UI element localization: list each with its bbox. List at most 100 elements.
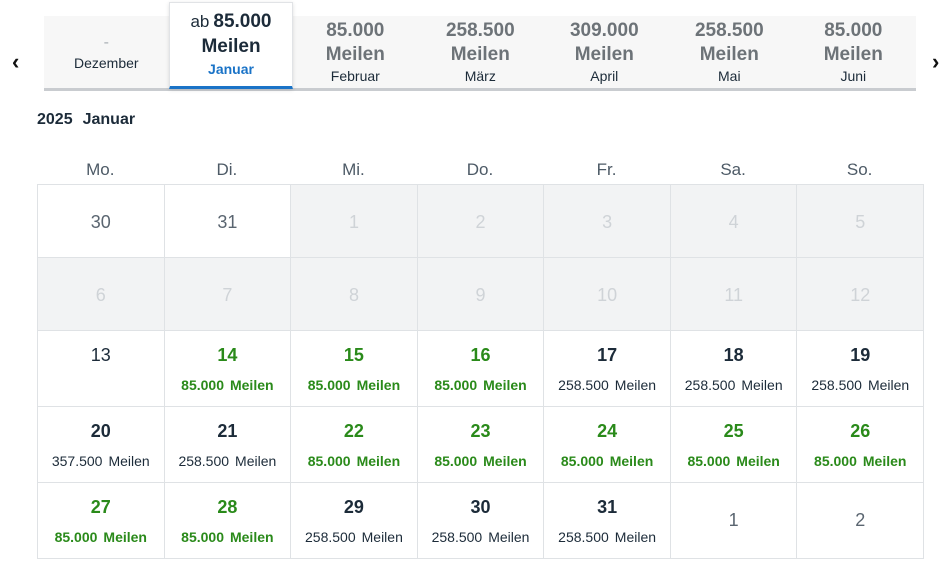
day-miles-value: 258.500 bbox=[178, 453, 230, 469]
day-price: 258.500 Meilen bbox=[671, 365, 797, 394]
calendar-week-row: 6 7 8 9 10 11 12 bbox=[38, 258, 925, 331]
day-number: 29 bbox=[343, 497, 364, 517]
prev-month-button[interactable]: ‹ bbox=[12, 51, 19, 73]
day-number: 3 bbox=[602, 212, 613, 232]
day-number: 1 bbox=[728, 510, 739, 530]
day-number: 28 bbox=[217, 497, 238, 517]
tab-februar[interactable]: 85.000 Meilen Februar bbox=[293, 16, 418, 88]
tab-juni[interactable]: 85.000 Meilen Juni bbox=[791, 16, 916, 88]
calendar-day-cell-disabled: 5 bbox=[797, 185, 925, 258]
calendar-day-cell[interactable]: 20 357.500 Meilen bbox=[38, 407, 165, 483]
calendar-day-cell[interactable]: 30 258.500 Meilen bbox=[417, 483, 545, 559]
tab-mai[interactable]: 258.500 Meilen Mai bbox=[667, 16, 792, 88]
next-month-button[interactable]: › bbox=[932, 49, 939, 74]
day-price: 85.000 Meilen bbox=[291, 365, 417, 394]
tab-unit: Meilen bbox=[699, 44, 759, 65]
tab-maerz[interactable]: 258.500 Meilen März bbox=[418, 16, 543, 88]
tab-price: 258.500 bbox=[694, 20, 764, 41]
weekday-label: Do. bbox=[466, 160, 494, 179]
calendar-day-cell-next-month: 2 bbox=[797, 483, 925, 559]
day-price: 85.000 Meilen bbox=[291, 441, 417, 470]
calendar-day-cell-lowest[interactable]: 15 85.000 Meilen bbox=[291, 331, 418, 407]
calendar-day-cell[interactable]: 31 258.500 Meilen bbox=[544, 483, 671, 559]
day-miles-unit: Meilen bbox=[108, 453, 150, 469]
tab-month-label: Februar bbox=[330, 68, 380, 84]
no-price-dash: - bbox=[103, 34, 109, 51]
calendar-day-cell[interactable]: 17 258.500 Meilen bbox=[544, 331, 671, 407]
day-price: 258.500 Meilen bbox=[291, 517, 417, 546]
day-miles-value: 85.000 bbox=[560, 453, 604, 469]
calendar-day-cell-disabled: 12 bbox=[797, 258, 925, 331]
day-miles-value: 258.500 bbox=[558, 377, 609, 393]
day-miles-unit: Meilen bbox=[741, 377, 783, 393]
tab-price-line: ab 85.000 bbox=[170, 3, 292, 34]
calendar-day-cell[interactable]: 21 258.500 Meilen bbox=[164, 407, 292, 483]
day-miles-value: 258.500 bbox=[305, 529, 356, 545]
day-number: 20 bbox=[90, 421, 111, 441]
chevron-right-icon: › bbox=[932, 49, 939, 74]
calendar-day-cell-disabled: 10 bbox=[544, 258, 671, 331]
day-price: 85.000 Meilen bbox=[797, 441, 923, 470]
day-miles-value: 85.000 bbox=[434, 377, 478, 393]
calendar-day-cell-lowest[interactable]: 14 85.000 Meilen bbox=[164, 331, 292, 407]
day-number: 22 bbox=[343, 421, 364, 441]
day-miles-value: 85.000 bbox=[54, 529, 98, 545]
calendar-day-cell[interactable]: 13 bbox=[38, 331, 165, 407]
tab-price: 85.000 bbox=[326, 20, 385, 41]
day-number: 8 bbox=[348, 285, 359, 305]
tab-month-label: Januar bbox=[208, 61, 254, 77]
from-label: ab bbox=[190, 12, 210, 31]
day-miles-value: 258.500 bbox=[811, 377, 862, 393]
day-miles-unit: Meilen bbox=[356, 453, 401, 469]
calendar-day-cell[interactable]: 18 258.500 Meilen bbox=[670, 331, 798, 407]
weekday-label: Fr. bbox=[596, 160, 617, 179]
calendar-day-cell-lowest[interactable]: 23 85.000 Meilen bbox=[417, 407, 545, 483]
day-number: 11 bbox=[724, 285, 744, 305]
day-price: 85.000 Meilen bbox=[38, 517, 164, 546]
day-miles-unit: Meilen bbox=[103, 529, 147, 545]
day-price: 85.000 Meilen bbox=[671, 441, 797, 470]
day-number: 19 bbox=[850, 345, 871, 365]
day-price: 258.500 Meilen bbox=[544, 517, 670, 546]
day-number: 21 bbox=[217, 421, 238, 441]
day-price: 85.000 Meilen bbox=[418, 441, 544, 470]
calendar-day-cell-lowest[interactable]: 24 85.000 Meilen bbox=[544, 407, 671, 483]
tab-month-label: Mai bbox=[718, 68, 741, 84]
weekday-label: Mi. bbox=[342, 160, 365, 179]
tab-month-label: März bbox=[464, 68, 496, 84]
heading-month: Januar bbox=[82, 111, 136, 128]
day-miles-value: 85.000 bbox=[307, 377, 351, 393]
calendar-day-cell[interactable]: 29 258.500 Meilen bbox=[291, 483, 418, 559]
tab-unit: Meilen bbox=[823, 44, 883, 65]
day-miles-value: 258.500 bbox=[431, 529, 483, 545]
calendar-day-cell-disabled: 9 bbox=[417, 258, 545, 331]
calendar-day-cell-lowest[interactable]: 26 85.000 Meilen bbox=[797, 407, 925, 483]
day-number: 18 bbox=[723, 345, 744, 365]
tab-april[interactable]: 309.000 Meilen April bbox=[542, 16, 667, 88]
calendar-day-cell[interactable]: 19 258.500 Meilen bbox=[797, 331, 925, 407]
tab-januar-selected[interactable]: ab 85.000 Meilen Januar bbox=[169, 2, 293, 89]
day-miles-unit: Meilen bbox=[229, 529, 274, 545]
calendar-day-cell-lowest[interactable]: 25 85.000 Meilen bbox=[670, 407, 798, 483]
calendar-day-cell-lowest[interactable]: 16 85.000 Meilen bbox=[417, 331, 545, 407]
calendar-day-cell-lowest[interactable]: 22 85.000 Meilen bbox=[291, 407, 418, 483]
day-miles-unit: Meilen bbox=[614, 529, 657, 545]
day-miles-unit: Meilen bbox=[614, 377, 657, 393]
calendar-day-cell: 30 bbox=[38, 185, 165, 258]
day-price: 258.500 Meilen bbox=[544, 365, 670, 394]
day-number: 24 bbox=[597, 421, 618, 441]
day-number: 23 bbox=[470, 421, 491, 441]
day-price: 258.500 Meilen bbox=[418, 517, 544, 546]
day-miles-value: 85.000 bbox=[307, 453, 351, 469]
calendar-day-cell-lowest[interactable]: 27 85.000 Meilen bbox=[38, 483, 165, 559]
day-number: 6 bbox=[95, 285, 106, 305]
calendar-day-cell-disabled: 11 bbox=[670, 258, 798, 331]
day-number: 10 bbox=[597, 285, 618, 305]
day-number: 1 bbox=[348, 212, 359, 232]
day-miles-unit: Meilen bbox=[862, 453, 907, 469]
calendar-day-cell-lowest[interactable]: 28 85.000 Meilen bbox=[164, 483, 292, 559]
day-number: 30 bbox=[90, 212, 111, 232]
day-number: 9 bbox=[475, 285, 486, 305]
day-number: 12 bbox=[850, 285, 871, 305]
tab-dezember[interactable]: - Dezember bbox=[44, 16, 169, 88]
